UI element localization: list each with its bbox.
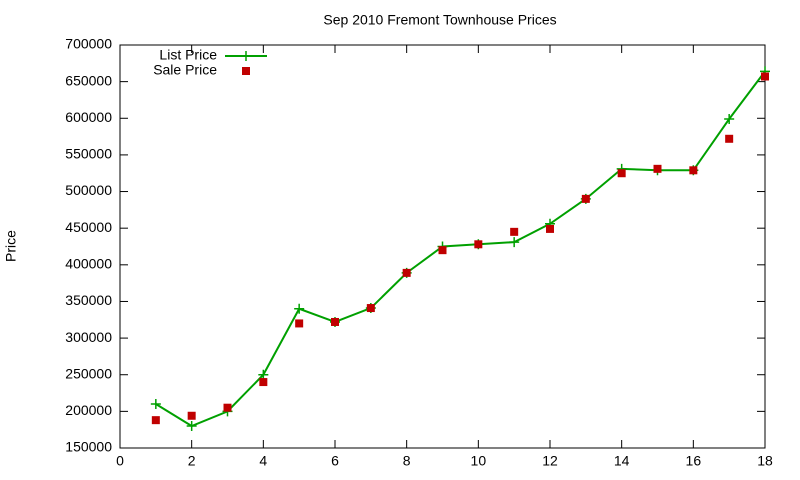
series-line	[155, 70, 766, 428]
point	[474, 240, 483, 249]
y-tick-label: 200000	[65, 402, 112, 418]
chart-title: Sep 2010 Fremont Townhouse Prices	[323, 12, 556, 28]
point	[653, 164, 662, 173]
y-tick-label: 700000	[65, 36, 112, 52]
x-tick-label: 16	[686, 453, 702, 469]
x-tick-label: 0	[116, 453, 124, 469]
point	[725, 134, 734, 143]
y-axis-label: Price	[3, 230, 19, 262]
point	[724, 114, 735, 125]
y-tick-label: 350000	[65, 292, 112, 308]
point	[259, 378, 268, 387]
y-tick-label: 650000	[65, 72, 112, 88]
point	[294, 303, 305, 314]
point	[689, 166, 698, 175]
x-tick-label: 12	[542, 453, 558, 469]
plot-border	[119, 44, 766, 449]
x-tick-label: 10	[471, 453, 487, 469]
x-tick-label: 4	[259, 453, 267, 469]
legend-swatch	[241, 51, 251, 61]
x-tick-label: 14	[614, 453, 630, 469]
point	[150, 399, 161, 410]
point	[151, 416, 160, 425]
point	[546, 224, 554, 233]
point	[186, 421, 197, 432]
y-tick-label: 550000	[65, 146, 112, 162]
legend-label: Sale Price	[153, 62, 217, 78]
point	[761, 72, 769, 81]
y-tick-label: 250000	[65, 365, 112, 381]
point	[402, 268, 411, 277]
y-tick-label: 600000	[65, 109, 112, 125]
point	[366, 304, 375, 313]
point	[295, 319, 304, 328]
x-tick-label: 6	[331, 453, 339, 469]
point	[581, 194, 590, 203]
x-tick-label: 2	[188, 453, 196, 469]
point	[509, 237, 520, 248]
x-tick-label: 8	[403, 453, 411, 469]
point	[223, 403, 232, 412]
y-tick-label: 500000	[65, 182, 112, 198]
point	[331, 317, 339, 326]
x-tick-label: 18	[757, 453, 773, 469]
y-tick-label: 150000	[65, 439, 112, 455]
y-tick-label: 450000	[65, 219, 112, 235]
point	[617, 169, 626, 178]
y-tick-label: 300000	[65, 329, 112, 345]
point	[187, 411, 196, 420]
legend-swatch	[242, 67, 250, 75]
y-tick-label: 400000	[65, 256, 112, 272]
point	[510, 227, 519, 236]
point	[438, 246, 447, 255]
legend-label: List Price	[159, 47, 217, 63]
